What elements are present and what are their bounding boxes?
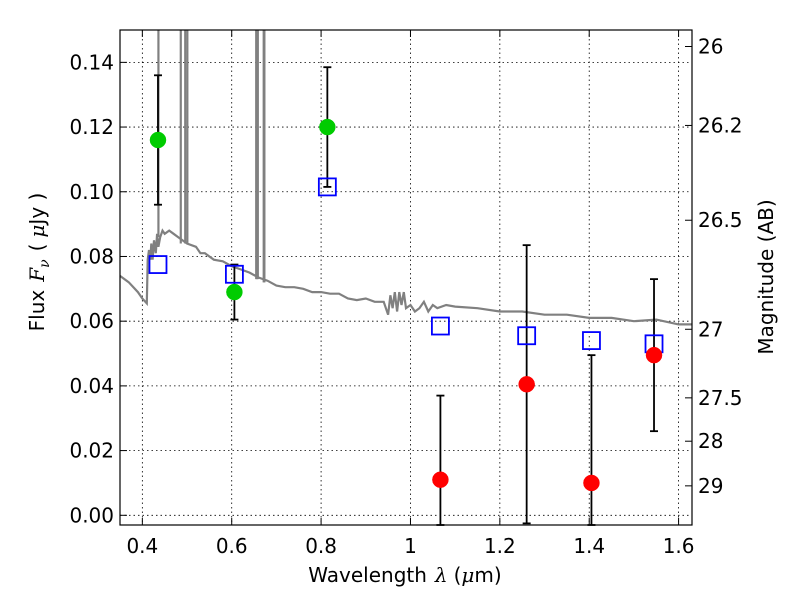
y2-tick-label: 28 <box>698 429 723 453</box>
y-tick-label: 0.10 <box>69 180 114 204</box>
y-axis-label: FluxFν(μJy ) <box>25 193 53 332</box>
x-tick-label: 0.6 <box>216 534 248 558</box>
model-square <box>582 331 601 350</box>
y-axis-ticks: 0.00 0.02 0.04 0.06 0.08 0.10 0.12 0.14 <box>69 50 127 527</box>
y2-tick-label: 26.2 <box>698 113 743 137</box>
model-square <box>431 316 450 336</box>
x-tick-label: 1.6 <box>663 534 695 558</box>
red-point <box>583 474 600 492</box>
x-tick-label: 0.8 <box>305 534 337 558</box>
observed-photometry-points <box>149 118 663 492</box>
model-photometry-squares <box>148 177 664 354</box>
x-axis-ticks: 0.4 0.6 0.8 1 1.2 1.4 1.6 <box>126 30 695 558</box>
y-tick-label: 0.04 <box>69 374 114 398</box>
spectrum-continuum <box>119 228 692 326</box>
y2-tick-label: 26 <box>698 35 723 59</box>
y2-axis-label: Magnitude (AB) <box>754 199 778 354</box>
y-tick-label: 0.06 <box>69 309 114 333</box>
y2-tick-label: 29 <box>698 474 723 498</box>
model-square <box>517 326 537 346</box>
y-tick-label: 0.12 <box>69 115 114 139</box>
plot-frame <box>119 29 693 526</box>
grid-lines <box>120 30 692 525</box>
green-point <box>319 118 336 136</box>
model-square <box>317 177 337 197</box>
x-tick-label: 1.4 <box>573 534 605 558</box>
green-point <box>226 283 243 301</box>
y2-axis-ticks: 26 26.2 26.5 27 27.5 28 29 <box>685 35 743 498</box>
model-square <box>148 255 168 274</box>
model-square <box>224 264 244 284</box>
y-tick-label: 0.00 <box>69 503 114 527</box>
y-tick-label: 0.08 <box>69 244 114 268</box>
green-point <box>149 131 167 149</box>
x-tick-label: 1 <box>404 534 417 558</box>
model-spectrum <box>119 30 692 326</box>
x-tick-label: 0.4 <box>126 534 158 558</box>
y2-tick-label: 27 <box>698 317 723 341</box>
red-point <box>518 376 535 393</box>
y-tick-label: 0.14 <box>69 50 114 74</box>
red-point <box>432 471 449 488</box>
x-tick-label: 1.2 <box>484 534 516 558</box>
y-tick-label: 0.02 <box>69 439 114 463</box>
y2-tick-label: 27.5 <box>698 386 743 410</box>
y2-tick-label: 26.5 <box>698 208 743 232</box>
x-axis-label: Wavelength λ (μm) <box>308 563 501 587</box>
red-point <box>645 346 663 364</box>
